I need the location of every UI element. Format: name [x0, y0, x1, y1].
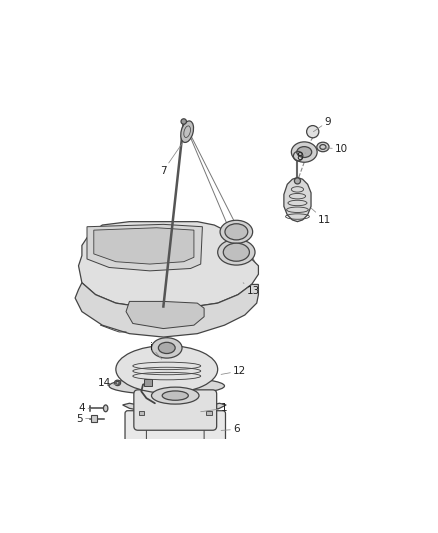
Polygon shape — [212, 403, 226, 410]
Ellipse shape — [181, 119, 187, 124]
Text: 11: 11 — [311, 208, 331, 225]
Ellipse shape — [159, 342, 175, 353]
Ellipse shape — [103, 405, 108, 411]
Ellipse shape — [152, 387, 199, 404]
Text: i: i — [150, 342, 162, 359]
Ellipse shape — [135, 417, 141, 420]
Ellipse shape — [297, 147, 312, 157]
FancyBboxPatch shape — [134, 390, 217, 430]
FancyBboxPatch shape — [125, 411, 226, 450]
Polygon shape — [284, 177, 311, 222]
Polygon shape — [75, 282, 258, 337]
Ellipse shape — [152, 338, 182, 358]
Ellipse shape — [135, 441, 141, 444]
Polygon shape — [126, 302, 204, 328]
Ellipse shape — [210, 417, 215, 420]
Ellipse shape — [225, 224, 248, 240]
Ellipse shape — [181, 121, 194, 142]
Ellipse shape — [114, 380, 120, 385]
Ellipse shape — [220, 220, 253, 244]
Polygon shape — [78, 222, 258, 308]
Text: 8: 8 — [296, 152, 305, 162]
Ellipse shape — [294, 178, 300, 184]
Text: 14: 14 — [97, 378, 117, 388]
Bar — [206, 411, 212, 415]
Ellipse shape — [116, 345, 218, 393]
Text: 10: 10 — [325, 144, 348, 154]
Ellipse shape — [210, 441, 215, 444]
Bar — [144, 379, 152, 385]
Bar — [91, 415, 97, 422]
Ellipse shape — [223, 243, 249, 261]
Text: 13: 13 — [243, 282, 260, 296]
Text: 6: 6 — [221, 424, 240, 434]
Ellipse shape — [109, 377, 225, 394]
Polygon shape — [87, 224, 202, 271]
Ellipse shape — [317, 142, 329, 152]
Bar — [138, 411, 144, 415]
Text: 7: 7 — [160, 143, 182, 176]
Text: 5: 5 — [76, 414, 90, 424]
Text: 12: 12 — [221, 366, 247, 376]
Text: 4: 4 — [78, 403, 90, 413]
Text: 9: 9 — [314, 117, 331, 132]
Ellipse shape — [218, 239, 255, 265]
Polygon shape — [94, 228, 194, 264]
Polygon shape — [123, 403, 138, 410]
Ellipse shape — [291, 142, 317, 162]
Text: 1: 1 — [201, 403, 228, 413]
Ellipse shape — [307, 126, 319, 138]
Ellipse shape — [162, 391, 188, 400]
